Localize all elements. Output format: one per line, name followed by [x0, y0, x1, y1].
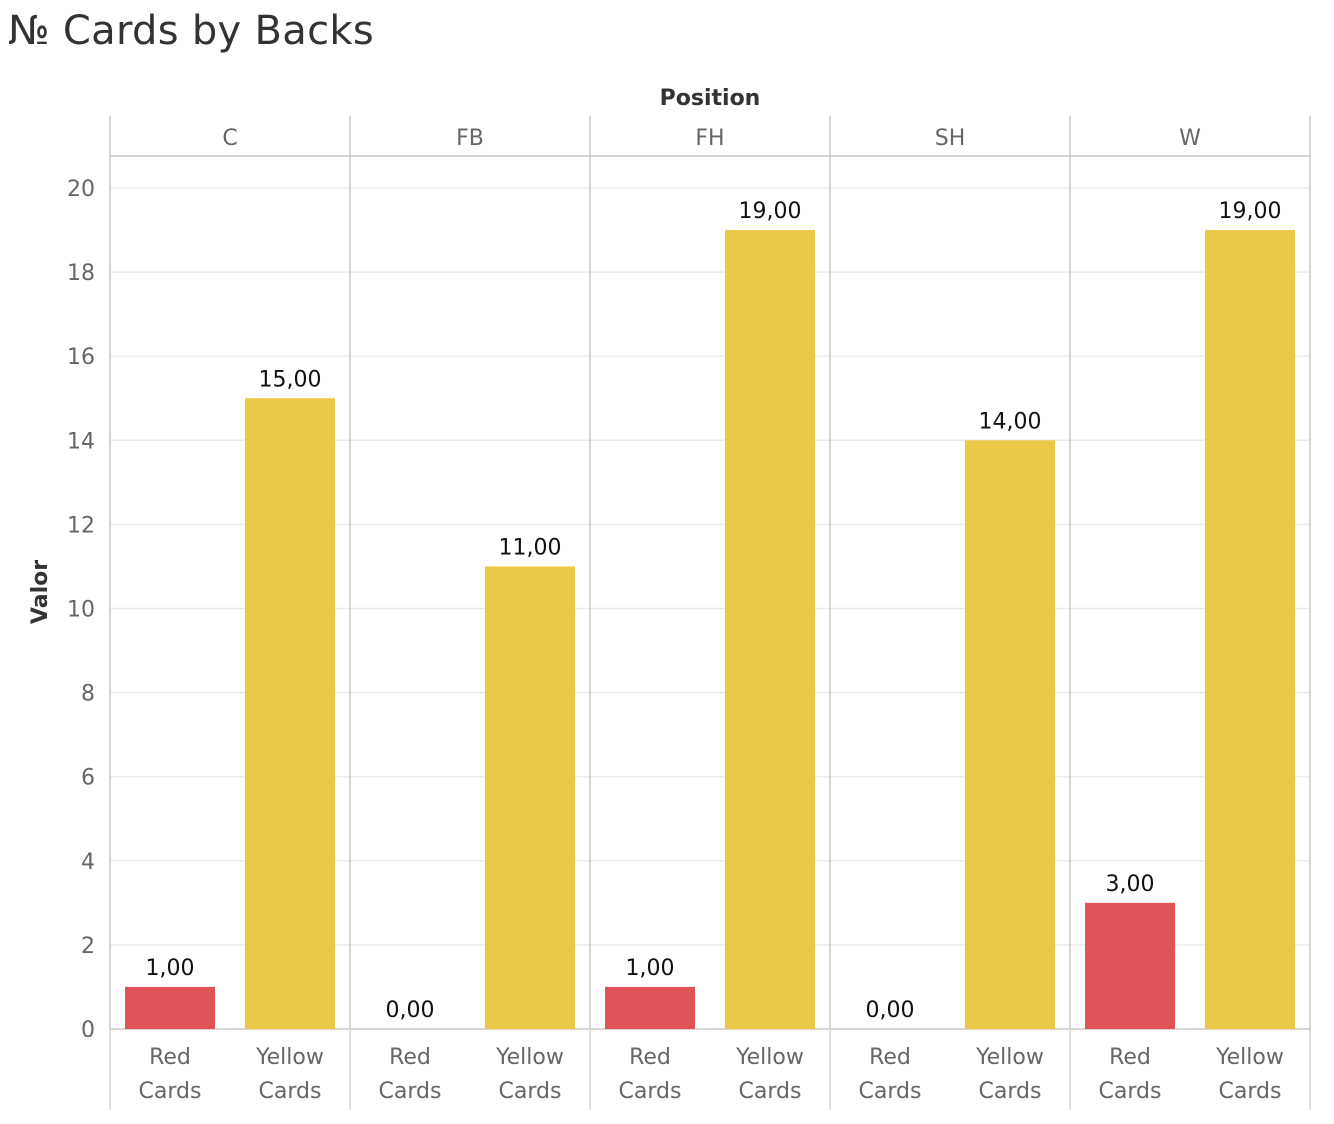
category-label: Yellow — [975, 1045, 1044, 1070]
bar-c-red-cards — [125, 986, 215, 1029]
data-labels: 1,00 15,00 0,00 11,00 1,00 19,00 0,00 14,00 3,00… — [146, 199, 1282, 1023]
bar-fh-yellow-cards — [725, 230, 815, 1030]
category-label: Cards — [499, 1079, 562, 1104]
y-tick-label: 12 — [67, 513, 95, 538]
y-tick-label: 20 — [67, 177, 95, 202]
facet-header-sh: SH — [935, 126, 966, 151]
y-tick-label: 14 — [67, 429, 95, 454]
chart-title: № Cards by Backs — [8, 8, 374, 54]
bar-w-yellow-cards — [1205, 230, 1295, 1030]
category-label: Cards — [1219, 1079, 1282, 1104]
category-label: Red — [149, 1045, 191, 1070]
data-label: 1,00 — [146, 956, 195, 981]
facet-header-fh: FH — [695, 126, 724, 151]
bar-c-yellow-cards — [245, 398, 335, 1029]
category-label: Cards — [619, 1079, 682, 1104]
category-label: Yellow — [735, 1045, 804, 1070]
y-tick-label: 16 — [67, 345, 95, 370]
category-label: Red — [869, 1045, 911, 1070]
y-axis: 0 2 4 6 8 10 12 14 16 18 20 — [67, 177, 95, 1043]
data-label: 0,00 — [866, 998, 915, 1023]
y-tick-label: 18 — [67, 261, 95, 286]
facet-headers: C FB FH SH W — [222, 126, 1201, 151]
y-tick-label: 6 — [81, 766, 95, 791]
category-label: Red — [1109, 1045, 1151, 1070]
category-label: Cards — [979, 1079, 1042, 1104]
data-label: 0,00 — [386, 998, 435, 1023]
data-label: 3,00 — [1106, 872, 1155, 897]
data-label: 14,00 — [979, 409, 1042, 434]
category-label: Cards — [379, 1079, 442, 1104]
category-label: Red — [629, 1045, 671, 1070]
x-axis-categories: Red Cards Yellow Cards Red Cards Yellow Cards Re… — [139, 1045, 1284, 1104]
category-label: Yellow — [1215, 1045, 1284, 1070]
category-label: Cards — [739, 1079, 802, 1104]
category-label: Yellow — [255, 1045, 324, 1070]
category-label: Yellow — [495, 1045, 564, 1070]
facet-header-fb: FB — [456, 126, 484, 151]
bar-sh-yellow-cards — [965, 440, 1055, 1029]
bars — [125, 230, 1295, 1030]
data-label: 15,00 — [259, 367, 322, 392]
y-tick-label: 8 — [81, 682, 95, 707]
bar-w-red-cards — [1085, 902, 1175, 1029]
bar-fb-yellow-cards — [485, 566, 575, 1029]
y-tick-label: 4 — [81, 850, 95, 875]
category-label: Cards — [1099, 1079, 1162, 1104]
data-label: 1,00 — [626, 956, 675, 981]
y-tick-label: 0 — [81, 1018, 95, 1043]
category-label: Cards — [139, 1079, 202, 1104]
category-label: Cards — [259, 1079, 322, 1104]
data-label: 19,00 — [739, 199, 802, 224]
category-label: Red — [389, 1045, 431, 1070]
data-label: 19,00 — [1219, 199, 1282, 224]
y-tick-label: 10 — [67, 598, 95, 623]
data-label: 11,00 — [499, 535, 562, 560]
category-label: Cards — [859, 1079, 922, 1104]
y-axis-title: Valor — [28, 560, 53, 624]
bar-fh-red-cards — [605, 986, 695, 1029]
facet-header-c: C — [222, 126, 237, 151]
facet-header-w: W — [1179, 126, 1201, 151]
y-tick-label: 2 — [81, 934, 95, 959]
facet-axis-title: Position — [660, 86, 761, 111]
